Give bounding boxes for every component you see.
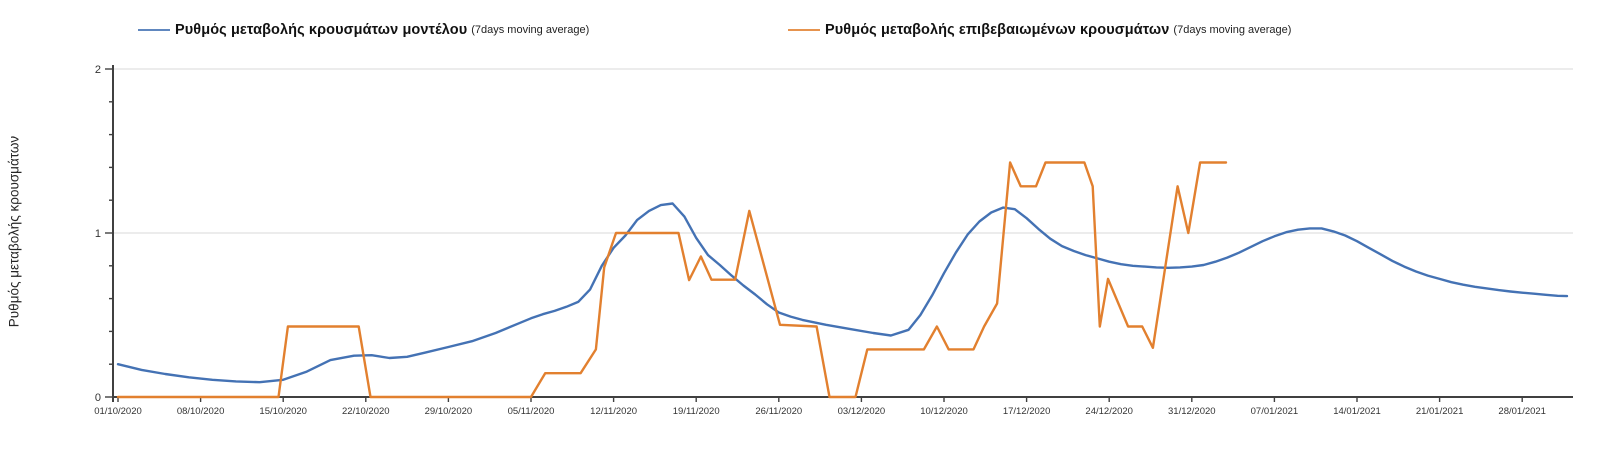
x-tick-label: 15/10/2020 — [259, 406, 307, 417]
x-tick-label: 12/11/2020 — [590, 406, 637, 417]
legend-sublabel-model: (7days moving average) — [471, 24, 590, 36]
legend-label-confirmed: Ρυθμός μεταβολής επιβεβαιωμένων κρουσμάτ… — [825, 22, 1170, 38]
y-tick-label: 1 — [95, 228, 101, 240]
confirmed-series-line — [116, 161, 1228, 399]
legend-sublabel-confirmed: (7days moving average) — [1173, 24, 1292, 36]
x-tick-label: 17/12/2020 — [1003, 406, 1051, 417]
x-tick-label: 21/01/2021 — [1416, 406, 1464, 417]
x-tick-label: 10/12/2020 — [920, 406, 968, 417]
legend-item-confirmed: Ρυθμός μεταβολής επιβεβαιωμένων κρουσμάτ… — [788, 22, 1291, 38]
x-tick-label: 24/12/2020 — [1085, 406, 1133, 417]
x-tick-label: 01/10/2020 — [94, 406, 142, 417]
x-tick-label: 14/01/2021 — [1333, 406, 1381, 417]
y-axis-title: Ρυθμός μεταβολής κρουσμάτων — [6, 135, 22, 328]
x-tick-label: 08/10/2020 — [177, 406, 225, 417]
x-tick-label: 22/10/2020 — [342, 406, 390, 417]
model-series-line — [116, 202, 1569, 384]
x-tick-label: 07/01/2021 — [1251, 406, 1299, 417]
confirmed-series-legend-line-icon — [788, 29, 820, 31]
y-tick-label: 0 — [95, 392, 101, 404]
model-series-legend-line-icon — [138, 29, 170, 31]
x-tick-label: 26/11/2020 — [755, 406, 802, 417]
x-tick-label: 31/12/2020 — [1168, 406, 1216, 417]
x-tick-label: 28/01/2021 — [1498, 406, 1546, 417]
x-tick-label: 05/11/2020 — [508, 406, 555, 417]
legend-label-model: Ρυθμός μεταβολής κρουσμάτων μοντέλου — [175, 22, 468, 38]
x-tick-label: 19/11/2020 — [673, 406, 720, 417]
x-tick-label: 03/12/2020 — [838, 406, 886, 417]
legend-item-model: Ρυθμός μεταβολής κρουσμάτων μοντέλου (7d… — [138, 22, 589, 38]
x-tick-label: 29/10/2020 — [425, 406, 473, 417]
y-tick-label: 2 — [95, 64, 101, 76]
